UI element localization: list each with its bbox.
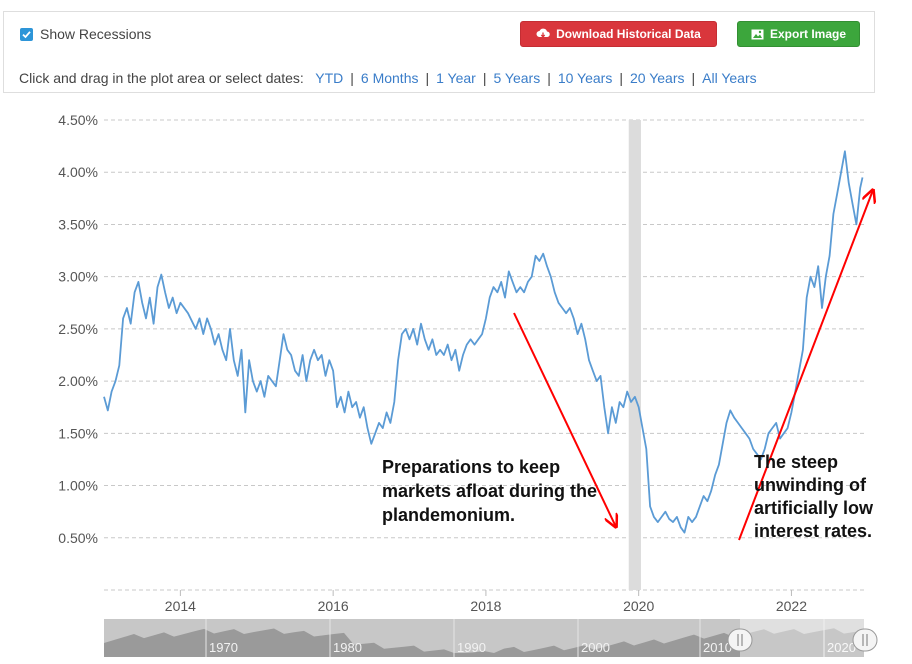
series-line — [103, 150, 864, 534]
annotation-text-decline: markets afloat during the — [382, 481, 597, 501]
show-recessions-label: Show Recessions — [40, 26, 152, 42]
x-tick-label: 2018 — [470, 598, 501, 614]
x-tick-label: 2022 — [776, 598, 807, 614]
range-5-years[interactable]: 5 Years — [493, 70, 541, 86]
cloud-download-icon — [536, 28, 550, 38]
treasury-rate-chart[interactable]: 0.50% 1.00% 1.50% 2.00% 2.50% 3.00% 3.50% 4.00%… — [0, 100, 912, 664]
x-tick-label: 2020 — [623, 598, 654, 614]
download-historical-data-button[interactable]: Download Historical Data — [520, 21, 717, 47]
navigator-year-label: 2010 — [703, 640, 732, 655]
range-20-years[interactable]: 20 Years — [629, 70, 685, 86]
annotation-text-rise: artificially low — [754, 498, 874, 518]
y-tick-label: 1.00% — [58, 478, 98, 494]
navigator-year-label: 1990 — [457, 640, 486, 655]
navigator-mountain — [104, 628, 864, 657]
range-all-years[interactable]: All Years — [702, 70, 757, 86]
decline-arrow — [513, 312, 616, 527]
annotation-text-rise: The steep — [754, 452, 838, 472]
checkbox-checked-icon[interactable] — [20, 27, 33, 41]
range-10-years[interactable]: 10 Years — [557, 70, 613, 86]
navigator-year-label: 2020 — [827, 640, 856, 655]
y-tick-label: 2.00% — [58, 373, 98, 389]
range-ytd[interactable]: YTD — [315, 70, 344, 86]
annotation-text-decline: plandemonium. — [382, 505, 515, 525]
handle-knob — [727, 628, 753, 652]
y-tick-label: 3.50% — [58, 216, 98, 232]
navigator-year-label: 2000 — [581, 640, 610, 655]
navigator-year-label: 1980 — [333, 640, 362, 655]
annotation-text-rise: unwinding of — [754, 475, 867, 495]
export-image-button[interactable]: Export Image — [737, 21, 860, 47]
image-icon — [751, 29, 764, 39]
range-6-months[interactable]: 6 Months — [360, 70, 419, 86]
range-1-year[interactable]: 1 Year — [436, 70, 476, 86]
annotation-text-decline: Preparations to keep — [382, 457, 560, 477]
download-button-label: Download Historical Data — [556, 27, 701, 41]
rise-arrow — [738, 190, 873, 541]
y-tick-label: 0.50% — [58, 530, 98, 546]
handle-knob — [852, 628, 878, 652]
chart-toolbar: Show Recessions Download Historical Data… — [3, 11, 875, 93]
date-instruction: Click and drag in the plot area or selec… — [19, 70, 304, 86]
recession-band — [628, 120, 641, 590]
y-tick-label: 4.50% — [58, 112, 98, 128]
date-range-selector: Click and drag in the plot area or selec… — [19, 70, 757, 86]
y-tick-label: 1.50% — [58, 425, 98, 441]
y-tick-label: 4.00% — [58, 164, 98, 180]
navigator-right-handle[interactable] — [852, 628, 878, 652]
y-tick-label: 3.00% — [58, 269, 98, 285]
show-recessions-toggle[interactable]: Show Recessions — [20, 26, 151, 42]
x-tick-label: 2014 — [165, 598, 196, 614]
x-tick-label: 2016 — [318, 598, 349, 614]
navigator-year-label: 1970 — [209, 640, 238, 655]
y-tick-label: 2.50% — [58, 321, 98, 337]
export-button-label: Export Image — [769, 27, 847, 41]
annotation-text-rise: interest rates. — [754, 521, 872, 541]
navigator-window — [740, 619, 865, 657]
navigator-left-handle[interactable] — [727, 628, 753, 652]
